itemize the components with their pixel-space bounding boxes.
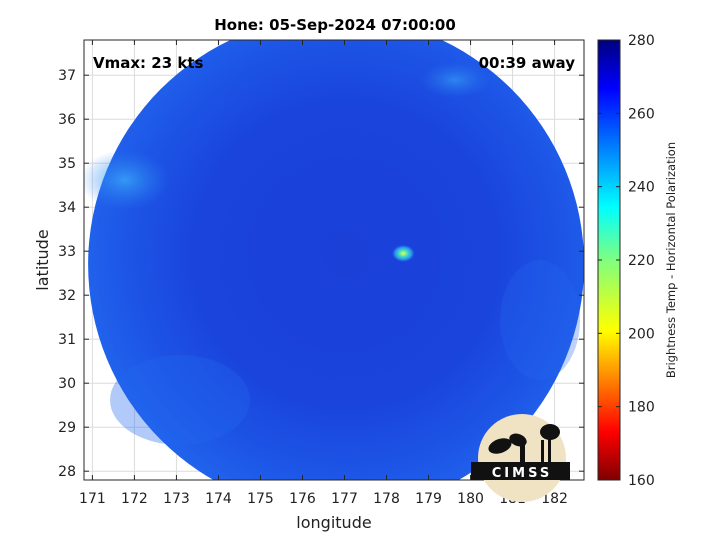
x-axis-ticks: 171172173174175176177178179180181182 (79, 40, 568, 507)
y-tick-label: 32 (58, 288, 76, 304)
lighter-band-east (500, 260, 580, 380)
colorbar-tick-label: 280 (628, 33, 655, 49)
y-axis-label: latitude (33, 229, 52, 290)
colorbar-tick-label: 200 (628, 326, 655, 342)
y-tick-label: 36 (58, 112, 76, 128)
y-tick-label: 29 (58, 420, 76, 436)
swath-layer (84, 40, 584, 480)
x-tick-label: 177 (331, 491, 358, 507)
axes-frame (83, 39, 585, 481)
y-tick-label: 34 (58, 200, 76, 216)
colorbar-tick-label: 180 (628, 400, 655, 416)
cyan-edge-northwest (84, 150, 170, 210)
x-tick-label: 172 (121, 491, 148, 507)
y-tick-label: 35 (58, 156, 76, 172)
colorbar-label: Brightness Temp - Horizontal Polarizatio… (664, 142, 678, 378)
colorbar-ticks: 280 260 240 220 200 180 160 (598, 33, 655, 489)
x-tick-label: 175 (247, 491, 274, 507)
y-tick-label: 33 (58, 244, 76, 260)
cimss-logo: CIMSS (471, 414, 570, 502)
x-axis-label: longitude (296, 513, 371, 532)
y-tick-label: 31 (58, 332, 76, 348)
x-tick-label: 179 (415, 491, 442, 507)
x-tick-label: 174 (205, 491, 232, 507)
lighter-band-southwest (110, 355, 250, 445)
chart-title: Hone: 05-Sep-2024 07:00:00 (214, 16, 456, 34)
cyan-edge-northeast (420, 62, 490, 98)
y-tick-label: 37 (58, 68, 76, 84)
y-axis-ticks: 28 29 30 31 32 33 34 35 36 37 (58, 68, 584, 480)
x-tick-label: 178 (373, 491, 400, 507)
colorbar: 280 260 240 220 200 180 160 Brightness Temp - … (597, 33, 678, 489)
x-tick-label: 182 (541, 491, 568, 507)
colorbar-tick-label: 260 (628, 106, 655, 122)
x-tick-label: 176 (289, 491, 316, 507)
x-tick-label: 171 (79, 491, 106, 507)
vmax-annotation: Vmax: 23 kts (93, 54, 203, 72)
x-tick-label: 180 (457, 491, 484, 507)
y-tick-label: 28 (58, 464, 76, 480)
time-away-annotation: 00:39 away (479, 54, 576, 72)
logo-text: CIMSS (492, 466, 552, 481)
colorbar-tick-label: 220 (628, 253, 655, 269)
warm-spot (391, 244, 416, 263)
colorbar-tick-label: 240 (628, 180, 655, 196)
colorbar-tick-label: 160 (628, 473, 655, 489)
x-tick-label: 173 (163, 491, 190, 507)
brightness-temp-swath (88, 40, 584, 480)
y-tick-label: 30 (58, 376, 76, 392)
